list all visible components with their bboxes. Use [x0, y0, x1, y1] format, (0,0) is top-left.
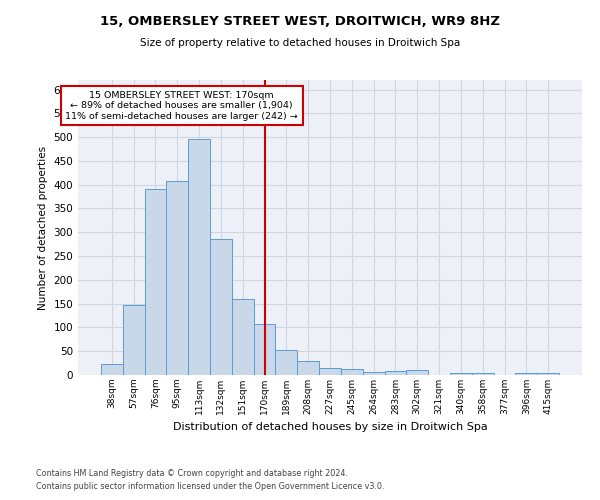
Bar	[101, 364, 123, 375]
Bar	[472, 372, 494, 375]
Text: 15 OMBERSLEY STREET WEST: 170sqm
← 89% of detached houses are smaller (1,904)
11: 15 OMBERSLEY STREET WEST: 170sqm ← 89% o…	[65, 91, 298, 120]
Bar	[341, 370, 363, 375]
Bar	[450, 373, 472, 375]
Text: Contains public sector information licensed under the Open Government Licence v3: Contains public sector information licen…	[36, 482, 385, 491]
Y-axis label: Number of detached properties: Number of detached properties	[38, 146, 48, 310]
Text: Size of property relative to detached houses in Droitwich Spa: Size of property relative to detached ho…	[140, 38, 460, 48]
X-axis label: Distribution of detached houses by size in Droitwich Spa: Distribution of detached houses by size …	[173, 422, 487, 432]
Bar	[275, 350, 297, 375]
Bar	[319, 368, 341, 375]
Bar	[515, 372, 537, 375]
Bar	[297, 360, 319, 375]
Bar	[166, 181, 188, 375]
Bar	[537, 373, 559, 375]
Bar	[123, 304, 145, 375]
Bar	[254, 324, 275, 375]
Bar	[210, 240, 232, 375]
Bar	[232, 300, 254, 375]
Text: 15, OMBERSLEY STREET WEST, DROITWICH, WR9 8HZ: 15, OMBERSLEY STREET WEST, DROITWICH, WR…	[100, 15, 500, 28]
Bar	[363, 372, 385, 375]
Bar	[385, 370, 406, 375]
Text: Contains HM Land Registry data © Crown copyright and database right 2024.: Contains HM Land Registry data © Crown c…	[36, 468, 348, 477]
Bar	[188, 138, 210, 375]
Bar	[406, 370, 428, 375]
Bar	[145, 190, 166, 375]
